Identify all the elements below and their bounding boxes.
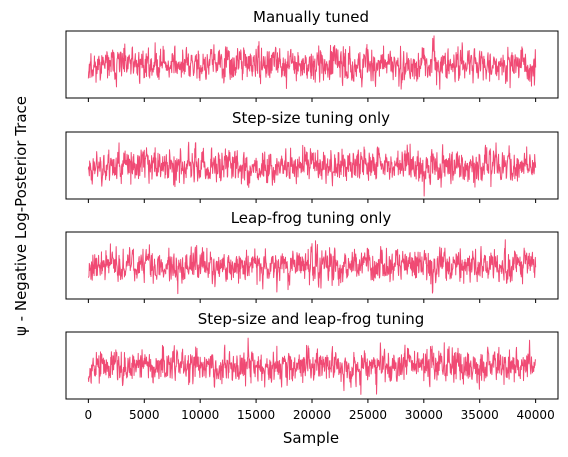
panel-1-trace — [87, 35, 537, 90]
x-axis-label: Sample — [283, 429, 339, 447]
panel-1: Manually tuned — [65, 8, 559, 102]
x-tick-label: 5000 — [129, 408, 160, 422]
panel-3: Leap-frog tuning only — [65, 209, 559, 303]
panel-4-trace — [87, 337, 537, 395]
x-tick-label: 10000 — [181, 408, 219, 422]
panel-2: Step-size tuning only — [65, 109, 559, 203]
x-tick-label: 30000 — [405, 408, 443, 422]
x-tick-labels: 0 5000 10000 15000 20000 25000 30000 35000 40000 — [85, 408, 555, 422]
panel-3-title: Leap-frog tuning only — [231, 209, 392, 227]
panel-3-ticks — [87, 299, 537, 303]
panel-4-ticks — [87, 399, 537, 403]
panel-2-title: Step-size tuning only — [232, 109, 390, 127]
x-tick-label: 20000 — [293, 408, 331, 422]
panel-1-title: Manually tuned — [253, 8, 369, 26]
x-tick-label: 0 — [85, 408, 93, 422]
x-tick-label: 15000 — [237, 408, 275, 422]
panel-2-ticks — [87, 199, 537, 203]
panel-1-ticks — [87, 98, 537, 102]
y-axis-label: ψ - Negative Log-Posterior Trace — [12, 96, 30, 336]
x-tick-label: 25000 — [349, 408, 387, 422]
panel-3-trace — [87, 239, 537, 295]
panel-4: Step-size and leap-frog tuning — [65, 310, 559, 403]
panel-4-title: Step-size and leap-frog tuning — [198, 310, 425, 328]
x-tick-label: 35000 — [461, 408, 499, 422]
x-tick-label: 40000 — [517, 408, 555, 422]
panel-2-trace — [87, 141, 537, 197]
